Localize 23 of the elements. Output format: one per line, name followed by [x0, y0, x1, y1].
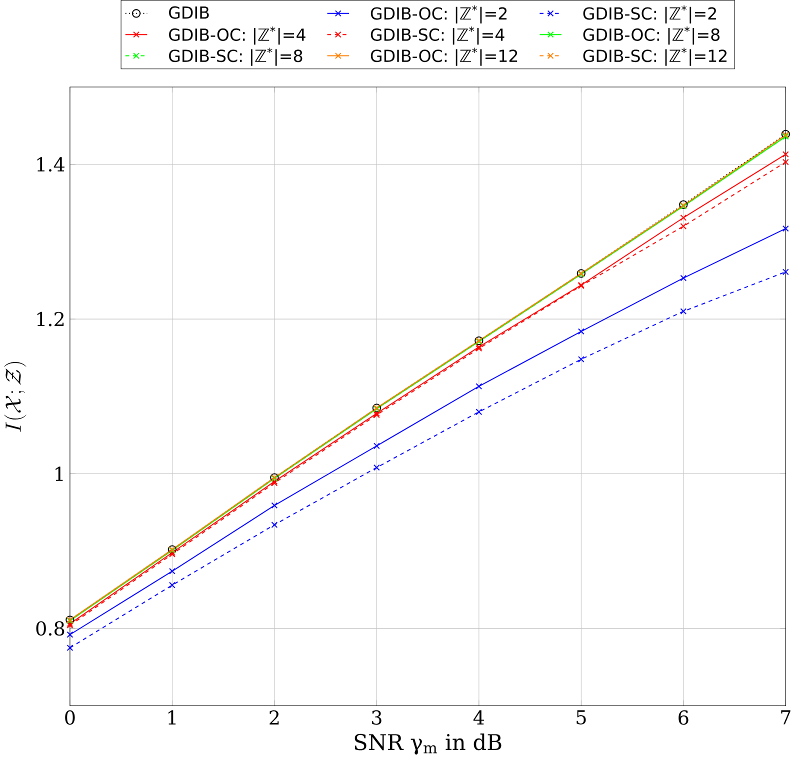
y-tick-label: 1.2: [37, 312, 64, 326]
x-tick-label: 4: [473, 710, 484, 725]
legend-label: GDIB-OC: |ℤ$^{*}$|=12: [370, 48, 518, 66]
y-tick-label: 1: [56, 466, 63, 481]
legend-label: GDIB-OC: |ℤ$^{*}$|=4: [169, 26, 306, 45]
x-tick-label: 3: [372, 710, 382, 725]
legend-label: GDIB-SC: |ℤ$^{*}$|=12: [583, 48, 727, 66]
legend-label: GDIB-SC: |ℤ$^{*}$|=4: [370, 26, 504, 45]
x-tick-label: 0: [65, 710, 75, 725]
x-tick-label: 7: [781, 710, 790, 724]
x-tick-label: 5: [576, 710, 586, 725]
x-axis-title: SNR γ$_{m}$ in dB: [354, 734, 502, 755]
legend-label: GDIB-SC: |ℤ$^{*}$|=8: [169, 48, 302, 66]
x-tick-label: 1: [168, 710, 176, 725]
legend-label: GDIB: [169, 6, 209, 19]
x-tick-label: 6: [678, 710, 688, 725]
x-tick-label: 2: [270, 710, 279, 725]
y-tick-label: 1.4: [37, 157, 64, 172]
legend-label: GDIB-OC: |ℤ$^{*}$|=8: [583, 26, 720, 45]
legend-label: GDIB-OC: |ℤ$^{*}$|=2: [370, 5, 507, 24]
y-tick-label: 0.8: [36, 621, 64, 636]
y-axis-title: $I(\mathcal{X};\mathcal{Z})$: [4, 362, 26, 432]
legend-label: GDIB-SC: |ℤ$^{*}$|=2: [583, 5, 716, 24]
